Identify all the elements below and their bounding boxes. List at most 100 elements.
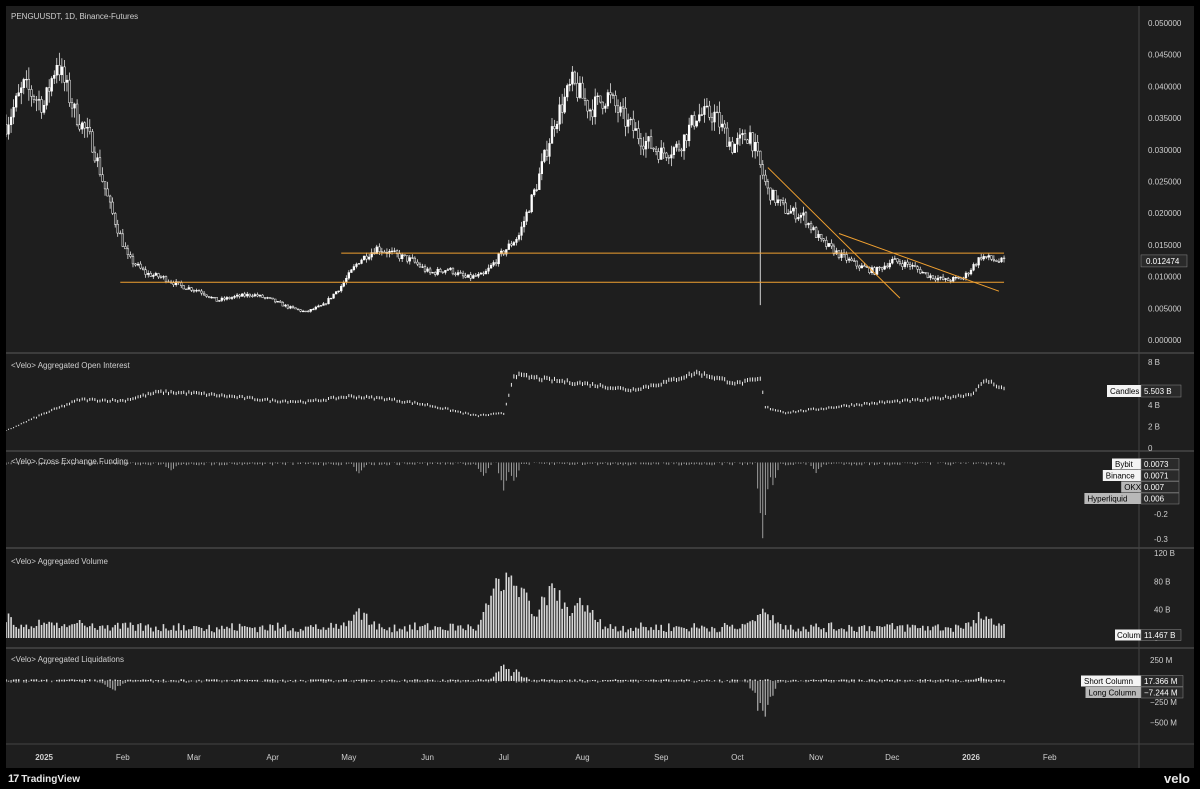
volume-bar[interactable]: [901, 625, 904, 638]
volume-bar[interactable]: [299, 628, 302, 638]
candle[interactable]: [98, 149, 102, 177]
volume-bar[interactable]: [238, 623, 241, 638]
short-liq-bar[interactable]: [619, 679, 622, 681]
long-liq-bar[interactable]: [429, 681, 431, 682]
long-liq-bar[interactable]: [734, 681, 736, 683]
volume-bar[interactable]: [28, 629, 30, 638]
short-liq-bar[interactable]: [61, 679, 63, 681]
volume-bar[interactable]: [543, 597, 546, 638]
candle[interactable]: [418, 262, 422, 268]
volume-bar[interactable]: [22, 627, 25, 638]
volume-bar[interactable]: [535, 616, 538, 638]
volume-bar[interactable]: [139, 623, 142, 638]
short-liq-bar[interactable]: [327, 679, 330, 681]
long-liq-bar[interactable]: [61, 681, 63, 682]
short-liq-bar[interactable]: [119, 679, 121, 681]
candle[interactable]: [660, 140, 663, 160]
volume-bar[interactable]: [965, 622, 967, 638]
volume-bar[interactable]: [185, 630, 188, 638]
volume-bar[interactable]: [962, 628, 965, 638]
candle[interactable]: [45, 86, 48, 110]
volume-bar[interactable]: [761, 608, 764, 638]
long-liq-bar[interactable]: [630, 681, 632, 682]
candle[interactable]: [439, 267, 442, 273]
volume-bar[interactable]: [436, 627, 439, 638]
candle[interactable]: [632, 110, 635, 139]
long-liq-bar[interactable]: [569, 681, 571, 683]
volume-bar[interactable]: [800, 631, 802, 638]
long-liq-bar[interactable]: [132, 681, 134, 683]
volume-bar[interactable]: [457, 625, 459, 638]
long-liq-bar[interactable]: [282, 681, 284, 683]
candle[interactable]: [723, 120, 726, 134]
volume-bar[interactable]: [309, 625, 312, 638]
short-liq-bar[interactable]: [678, 680, 680, 681]
volume-bar[interactable]: [472, 628, 475, 638]
short-liq-bar[interactable]: [528, 679, 530, 681]
short-liq-bar[interactable]: [800, 680, 802, 681]
candle[interactable]: [479, 272, 483, 275]
candle[interactable]: [680, 147, 683, 157]
candle[interactable]: [154, 271, 157, 276]
volume-bar[interactable]: [124, 622, 127, 638]
volume-bar[interactable]: [452, 623, 454, 638]
volume-bar[interactable]: [805, 629, 807, 638]
volume-bar[interactable]: [40, 624, 43, 638]
short-liq-bar[interactable]: [637, 680, 640, 681]
volume-bar[interactable]: [388, 627, 391, 638]
candle[interactable]: [423, 264, 427, 274]
short-liq-bar[interactable]: [317, 679, 320, 681]
long-liq-bar[interactable]: [284, 681, 287, 683]
candle[interactable]: [454, 271, 457, 277]
volume-bar[interactable]: [967, 622, 970, 638]
candle[interactable]: [152, 273, 155, 279]
long-liq-bar[interactable]: [431, 681, 434, 682]
volume-bar[interactable]: [160, 631, 162, 638]
long-liq-bar[interactable]: [411, 681, 414, 683]
volume-bar[interactable]: [502, 589, 505, 638]
short-liq-bar[interactable]: [668, 679, 670, 681]
candle[interactable]: [281, 301, 284, 307]
volume-bar[interactable]: [520, 587, 523, 638]
candle[interactable]: [672, 145, 676, 159]
candle[interactable]: [682, 134, 686, 160]
candle[interactable]: [469, 271, 472, 282]
volume-bar[interactable]: [302, 630, 304, 638]
long-liq-bar[interactable]: [170, 681, 172, 683]
candle[interactable]: [225, 295, 229, 301]
candle[interactable]: [787, 209, 790, 215]
short-liq-bar[interactable]: [78, 679, 81, 681]
long-liq-bar[interactable]: [632, 681, 634, 683]
candle[interactable]: [205, 294, 208, 298]
candle[interactable]: [266, 296, 269, 300]
candle[interactable]: [619, 102, 622, 117]
candle[interactable]: [985, 256, 988, 260]
volume-bar[interactable]: [673, 627, 675, 638]
volume-bar[interactable]: [464, 630, 467, 638]
long-liq-bar[interactable]: [777, 681, 779, 683]
long-liq-bar[interactable]: [942, 681, 944, 683]
long-liq-bar[interactable]: [378, 681, 381, 682]
long-liq-bar[interactable]: [833, 681, 835, 683]
candle[interactable]: [375, 244, 378, 255]
candle[interactable]: [91, 128, 94, 153]
long-liq-bar[interactable]: [970, 681, 972, 682]
short-liq-bar[interactable]: [447, 680, 449, 681]
volume-bar[interactable]: [607, 628, 609, 638]
long-liq-bar[interactable]: [15, 681, 17, 683]
long-liq-bar[interactable]: [73, 681, 76, 682]
long-liq-bar[interactable]: [190, 681, 193, 682]
volume-bar[interactable]: [739, 628, 741, 638]
long-liq-bar[interactable]: [340, 681, 342, 682]
volume-bar[interactable]: [662, 630, 665, 638]
long-liq-bar[interactable]: [398, 681, 401, 683]
candle[interactable]: [812, 225, 815, 231]
short-liq-bar[interactable]: [878, 679, 881, 681]
short-liq-bar[interactable]: [975, 678, 977, 681]
candle[interactable]: [96, 153, 99, 168]
volume-bar[interactable]: [868, 626, 871, 638]
short-liq-bar[interactable]: [652, 679, 655, 681]
short-liq-bar[interactable]: [94, 679, 96, 681]
volume-bar[interactable]: [601, 629, 604, 638]
candle[interactable]: [159, 275, 163, 279]
